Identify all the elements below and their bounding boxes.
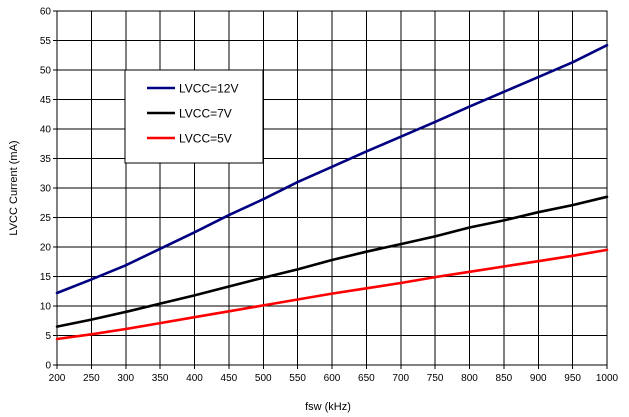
x-tick-label-1: 250 bbox=[83, 373, 100, 384]
y-tick-label-9: 45 bbox=[40, 95, 52, 106]
y-tick-label-8: 40 bbox=[40, 125, 52, 136]
x-tick-label-0: 200 bbox=[49, 373, 66, 384]
y-tick-label-2: 10 bbox=[40, 302, 52, 313]
x-tick-label-15: 950 bbox=[564, 373, 581, 384]
x-tick-label-4: 400 bbox=[186, 373, 203, 384]
y-tick-labels: 0 5 10 15 20 25 30 35 40 45 50 55 60 bbox=[40, 7, 52, 372]
x-tick-label-3: 350 bbox=[152, 373, 169, 384]
legend-label-2: LVCC=5V bbox=[179, 132, 232, 146]
x-tick-label-16: 1000 bbox=[596, 373, 619, 384]
series-lines bbox=[55, 43, 609, 341]
x-tick-label-7: 550 bbox=[289, 373, 306, 384]
x-tick-labels: 200 250 300 350 400 450 500 550 600 650 700 750 800 8… bbox=[49, 373, 619, 384]
y-tick-label-3: 15 bbox=[40, 272, 52, 283]
x-tick-label-13: 850 bbox=[496, 373, 513, 384]
y-tick-label-0: 0 bbox=[45, 361, 51, 372]
x-tick-label-5: 450 bbox=[221, 373, 238, 384]
legend: LVCC=12V LVCC=7V LVCC=5V bbox=[124, 69, 264, 164]
x-tick-label-10: 700 bbox=[392, 373, 409, 384]
x-tick-label-12: 800 bbox=[461, 373, 478, 384]
y-tick-label-7: 35 bbox=[40, 154, 52, 165]
y-tick-label-11: 55 bbox=[40, 36, 52, 47]
x-tick-label-14: 900 bbox=[530, 373, 547, 384]
y-tick-label-10: 50 bbox=[40, 66, 52, 77]
legend-label-1: LVCC=7V bbox=[179, 107, 232, 121]
x-axis-label: fsw (kHz) bbox=[305, 401, 351, 413]
series-line-2 bbox=[55, 248, 609, 341]
x-tick-label-9: 650 bbox=[358, 373, 375, 384]
x-tick-label-2: 300 bbox=[117, 373, 134, 384]
x-tick-label-6: 500 bbox=[255, 373, 272, 384]
y-tick-label-12: 60 bbox=[40, 7, 52, 18]
x-tick-label-8: 600 bbox=[324, 373, 341, 384]
x-tick-label-11: 750 bbox=[427, 373, 444, 384]
y-tick-label-5: 25 bbox=[40, 213, 52, 224]
plot-area bbox=[53, 10, 608, 369]
legend-box bbox=[124, 69, 264, 164]
y-tick-label-6: 30 bbox=[40, 184, 52, 195]
legend-label-0: LVCC=12V bbox=[179, 82, 238, 96]
y-tick-label-4: 20 bbox=[40, 243, 52, 254]
y-tick-label-1: 5 bbox=[45, 331, 51, 342]
series-line-0 bbox=[55, 43, 609, 295]
series-line-1 bbox=[55, 195, 609, 328]
y-axis-label: LVCC Current (mA) bbox=[8, 140, 20, 235]
